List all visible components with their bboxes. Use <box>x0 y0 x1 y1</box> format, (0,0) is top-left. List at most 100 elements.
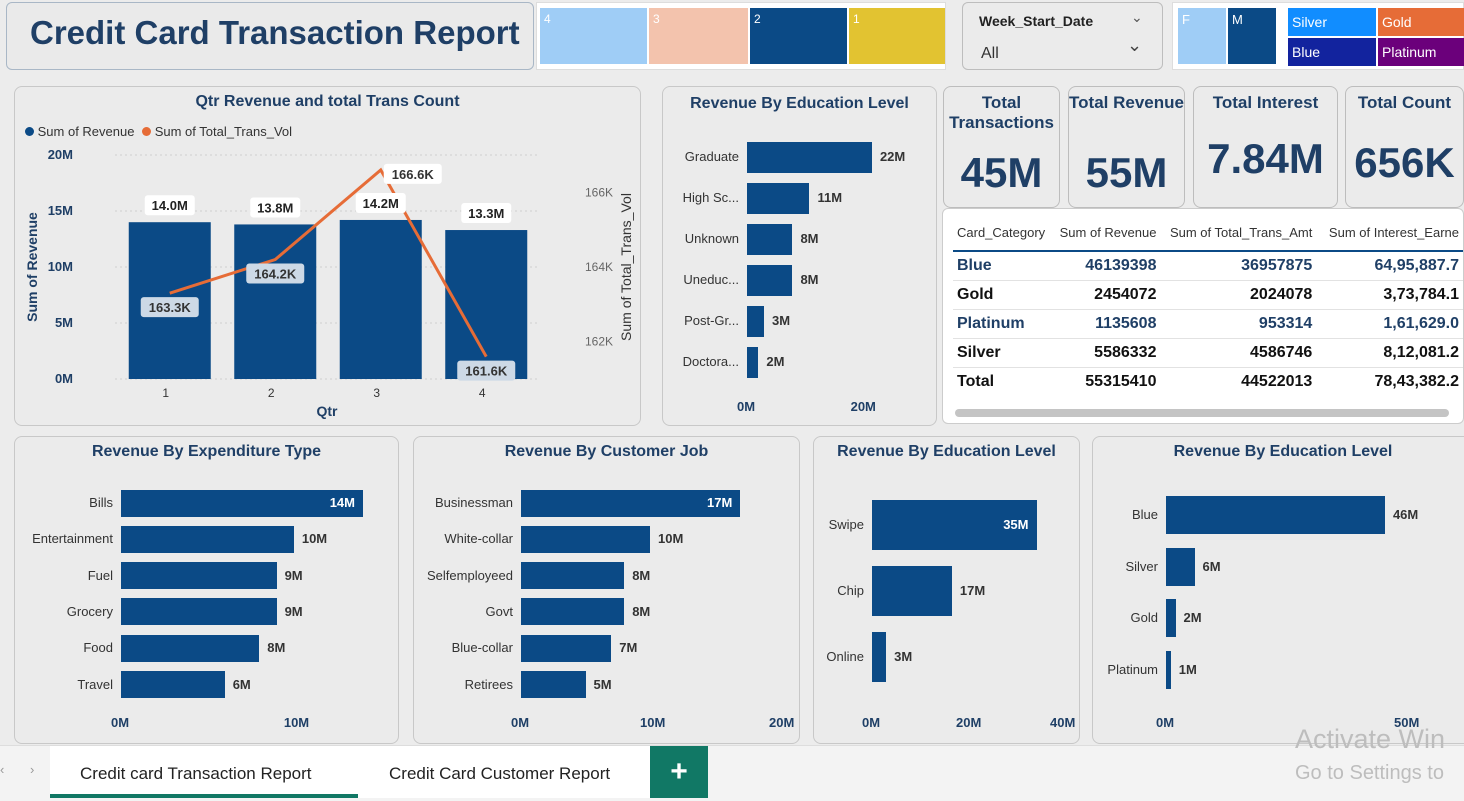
legend-dot-trans <box>142 127 152 136</box>
column-header[interactable]: Sum of Total_Trans_Amt <box>1169 225 1313 240</box>
bar[interactable] <box>747 264 793 296</box>
scroll-left-icon[interactable]: ‹ <box>0 762 5 777</box>
category-tile-label: Platinum <box>1382 44 1437 60</box>
x-tick-label: 40M <box>1050 715 1076 730</box>
bar[interactable] <box>521 525 650 553</box>
activation-watermark-line1: Activate Win <box>1295 724 1446 754</box>
total-cell: 44522013 <box>1241 372 1313 390</box>
table-row[interactable]: Platinum 1135608 953314 1,61,629.0 <box>953 309 1463 338</box>
category-label: Gold <box>1130 610 1158 625</box>
value-cell: 64,95,887.7 <box>1374 256 1459 274</box>
kpi-title: Total Transactions <box>949 93 1054 132</box>
category-tile-label: Blue <box>1292 44 1321 60</box>
table-row[interactable]: Gold 2454072 2024078 3,73,784.1 <box>953 280 1463 309</box>
column-header[interactable]: Sum of Interest_Earne <box>1328 225 1459 240</box>
week-slicer-value[interactable]: All <box>981 45 999 62</box>
qtr-revenue-panel: Qtr Revenue and total Trans Count Sum of… <box>14 86 641 426</box>
bar[interactable] <box>521 489 741 517</box>
table-row[interactable]: Silver 5586332 4586746 8,12,081.2 <box>953 338 1463 367</box>
x-tick-label: 10M <box>640 715 666 730</box>
bar[interactable] <box>1166 599 1176 637</box>
bar[interactable] <box>872 566 952 616</box>
bar[interactable] <box>121 525 294 553</box>
legend-trans: Sum of Total_Trans_Vol <box>154 124 293 139</box>
revenue-bar[interactable] <box>339 219 422 379</box>
bar[interactable] <box>521 671 586 698</box>
gender-tile[interactable]: M <box>1228 8 1276 64</box>
trans-vol-label-bg <box>457 360 516 381</box>
quarter-tile-label: 2 <box>754 12 761 26</box>
bar[interactable] <box>1166 496 1385 534</box>
gender-tile[interactable]: F <box>1178 8 1226 64</box>
x-tick-label: 1 <box>162 386 169 400</box>
trans-vol-label-bg <box>246 263 305 284</box>
bar[interactable] <box>121 562 277 590</box>
bar[interactable] <box>747 346 759 378</box>
revenue-bar[interactable] <box>234 224 317 379</box>
revenue-label-bg <box>355 192 406 213</box>
value-cell: 36957875 <box>1241 256 1313 274</box>
kpi-card: Total Revenue 55M <box>1068 86 1185 208</box>
bar[interactable] <box>872 632 887 682</box>
bar[interactable] <box>521 598 625 626</box>
quarter-tile[interactable]: 2 <box>750 8 847 64</box>
category-tile[interactable]: Silver <box>1288 8 1376 36</box>
bar[interactable] <box>521 634 612 662</box>
add-page-button[interactable]: + <box>650 746 708 798</box>
category-label: Entertainment <box>32 531 113 547</box>
chevron-down-icon[interactable]: ⌄ <box>1127 35 1143 55</box>
category-tile[interactable]: Platinum <box>1378 38 1464 66</box>
data-label: 2M <box>766 354 785 369</box>
horizontal-scrollbar[interactable] <box>955 409 1449 417</box>
transaction-type-chart: Swipe 35M Chip 17M Online 3M 0M 20M 40M <box>814 437 1079 743</box>
data-label: 35M <box>1003 517 1029 532</box>
quarter-tile[interactable]: 4 <box>540 8 647 64</box>
category-label: Doctora... <box>682 354 739 369</box>
chevron-down-icon[interactable]: ⌄ <box>1131 9 1143 25</box>
quarter-tile[interactable]: 3 <box>649 8 748 64</box>
column-header[interactable]: Sum of Revenue <box>1059 225 1157 240</box>
data-label: 5M <box>593 676 612 692</box>
tab-transaction-report[interactable]: Credit card Transaction Report <box>50 746 358 798</box>
legend: Sum of Revenue Sum of Total_Trans_Vol <box>25 124 292 139</box>
category-tile[interactable]: Blue <box>1288 38 1376 66</box>
data-label: 8M <box>632 567 651 583</box>
bar[interactable] <box>121 634 260 662</box>
y-tick-label: 5M <box>55 315 73 330</box>
column-header[interactable]: Card_Category <box>957 225 1046 240</box>
table-header-row: Card_Category Sum of Revenue Sum of Total_… <box>953 215 1463 251</box>
table-row[interactable]: Blue 46139398 36957875 64,95,887.7 <box>953 251 1463 280</box>
data-table: Card_Category Sum of Revenue Sum of Total_… <box>953 215 1463 396</box>
quarter-tile[interactable]: 1 <box>849 8 945 64</box>
bar[interactable] <box>747 305 765 337</box>
bar[interactable] <box>747 141 872 173</box>
category-label: Bills <box>89 495 113 510</box>
bar[interactable] <box>121 489 363 517</box>
category-tile[interactable]: Gold <box>1378 8 1464 36</box>
category-label: White-collar <box>444 531 513 547</box>
data-label: 3M <box>772 313 791 328</box>
bar[interactable] <box>121 598 277 626</box>
trans-vol-data-label: 166.6K <box>392 167 435 182</box>
customer-job-chart-title: Revenue By Customer Job <box>504 443 709 460</box>
bar[interactable] <box>121 671 225 698</box>
revenue-label-bg <box>144 195 195 216</box>
education-chart: Graduate 22M High Sc... 11M Unknown 8M Uneduc.… <box>663 87 936 425</box>
bar[interactable] <box>872 500 1037 550</box>
data-label: 6M <box>1202 558 1221 574</box>
value-cell: 5586332 <box>1094 343 1157 361</box>
bar[interactable] <box>747 182 810 214</box>
category-label: High Sc... <box>682 190 739 205</box>
week-slicer[interactable]: Week_Start_Date ⌄ All ⌄ <box>962 2 1163 70</box>
kpi-value: 55M <box>1085 149 1168 196</box>
tab-customer-report[interactable]: Credit Card Customer Report <box>358 746 650 798</box>
bar[interactable] <box>1166 650 1171 689</box>
bar[interactable] <box>1166 547 1195 586</box>
revenue-data-label: 13.3M <box>468 206 504 221</box>
scroll-right-icon[interactable]: › <box>30 762 35 777</box>
kpi-title: Total Interest <box>1212 93 1319 112</box>
qtr-chart-title: Qtr Revenue and total Trans Count <box>195 93 460 110</box>
bar[interactable] <box>747 223 793 255</box>
bar[interactable] <box>521 562 625 590</box>
table-total-row: Total 55315410 44522013 78,43,382.2 <box>953 367 1463 396</box>
